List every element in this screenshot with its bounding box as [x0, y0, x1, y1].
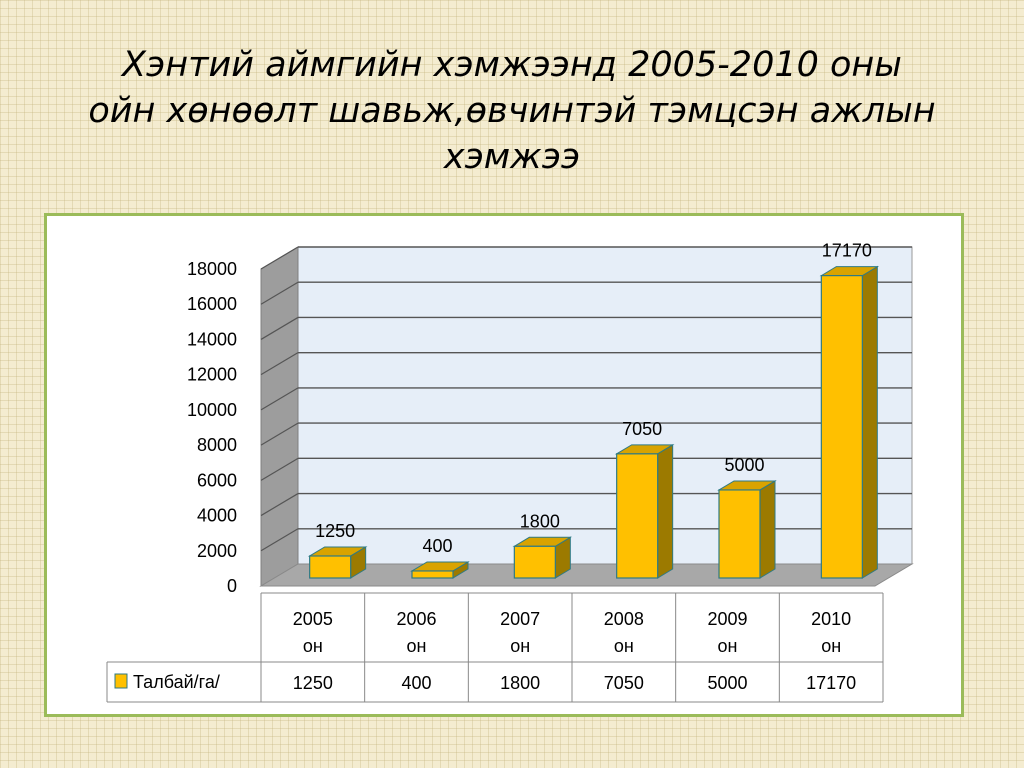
x-tick-suffix: он — [614, 636, 634, 656]
gridline-side — [260, 352, 299, 376]
chart-frame: 0 2000 4000 6000 8000 10000 12000 14000 16000 180… — [44, 213, 964, 717]
gridline-side — [260, 493, 299, 517]
y-tick-label: 10000 — [187, 400, 237, 420]
data-label: 1800 — [520, 511, 560, 531]
bar — [309, 555, 352, 579]
data-label: 5000 — [724, 455, 764, 475]
slide-title: Хэнтий аймгийн хэмжээнд 2005-2010 оны ой… — [40, 42, 984, 180]
x-tick-suffix: он — [821, 636, 841, 656]
y-tick-label: 18000 — [187, 259, 237, 279]
title-line-2: ойн хөнөөлт шавьж,өвчинтэй тэмцсэн ажлын — [88, 91, 936, 131]
y-tick-label: 12000 — [187, 365, 237, 385]
title-line-3: хэмжээ — [443, 137, 581, 177]
table-value: 1250 — [293, 673, 333, 693]
x-tick-label: 2007 — [500, 609, 540, 629]
gridline-side — [260, 457, 299, 481]
x-tick-label: 2010 — [811, 609, 851, 629]
y-tick-label: 6000 — [197, 470, 237, 490]
data-label: 400 — [422, 536, 452, 556]
y-tick-label: 0 — [227, 576, 237, 596]
legend-label: Талбай/га/ — [133, 672, 220, 692]
y-tick-label: 14000 — [187, 329, 237, 349]
gridline-side — [260, 422, 299, 446]
y-tick-label: 2000 — [197, 541, 237, 561]
y-tick-label: 16000 — [187, 294, 237, 314]
x-tick-suffix: он — [407, 636, 427, 656]
table-value: 5000 — [707, 673, 747, 693]
bar — [616, 453, 659, 579]
bar — [411, 570, 454, 579]
bar-side — [657, 443, 674, 579]
table-value: 7050 — [604, 673, 644, 693]
gridline-side — [260, 387, 299, 411]
data-label: 17170 — [822, 241, 872, 261]
gridline-side — [260, 528, 299, 552]
title-line-1: Хэнтий аймгийн хэмжээнд 2005-2010 оны — [122, 45, 902, 85]
x-tick-suffix: он — [303, 636, 323, 656]
bar — [718, 489, 761, 579]
legend-swatch — [114, 673, 128, 689]
bar — [513, 545, 556, 579]
y-tick-label: 4000 — [197, 506, 237, 526]
x-tick-suffix: он — [510, 636, 530, 656]
side-wall — [260, 246, 299, 587]
y-tick-label: 8000 — [197, 435, 237, 455]
x-tick-suffix: он — [718, 636, 738, 656]
x-tick-label: 2009 — [707, 609, 747, 629]
gridline-side — [260, 246, 299, 270]
data-label: 7050 — [622, 419, 662, 439]
bar-side — [759, 480, 776, 579]
x-tick-label: 2005 — [293, 609, 333, 629]
x-tick-label: 2006 — [396, 609, 436, 629]
x-tick-label: 2008 — [604, 609, 644, 629]
back-wall — [297, 246, 913, 565]
table-value: 1800 — [500, 673, 540, 693]
table-value: 17170 — [806, 673, 856, 693]
gridline-side — [260, 281, 299, 305]
data-label: 1250 — [315, 521, 355, 541]
bar-chart: 0 2000 4000 6000 8000 10000 12000 14000 16000 180… — [106, 241, 914, 703]
gridline-side — [260, 316, 299, 340]
bar-side — [861, 265, 878, 579]
bar — [820, 275, 863, 579]
table-value: 400 — [401, 673, 431, 693]
